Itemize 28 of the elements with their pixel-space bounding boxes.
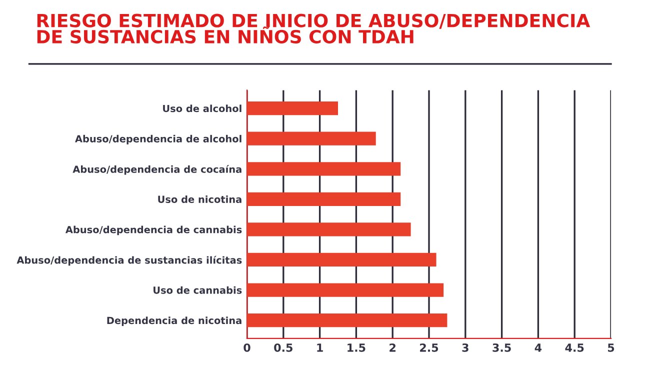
y-tick-label: Abuso/dependencia de cannabis	[65, 226, 242, 236]
x-tick-label: 1.5	[348, 344, 366, 352]
x-tick-label: 3	[462, 343, 468, 352]
y-tick-label: Uso de alcohol	[163, 104, 242, 112]
x-tick-label: 1	[317, 344, 323, 352]
chart-title: RIESGO ESTIMADO DE INICIO DE ABUSO/DEPENDENCIA DE SUSTANCIAS EN NIÑOS CON TDAH	[37, 14, 590, 44]
x-tick-label: 3.5	[492, 343, 511, 352]
bar	[247, 252, 436, 267]
x-tick-label: 0.5	[274, 343, 292, 352]
x-tick-label: 5	[608, 344, 614, 352]
y-tick-label: Uso de nicotina	[158, 195, 242, 204]
bar	[247, 162, 401, 176]
bar	[247, 192, 401, 206]
x-tick-label: 2.5	[420, 343, 438, 352]
bar	[247, 132, 376, 146]
y-tick-label: Uso de cannabis	[154, 286, 242, 294]
bar	[247, 283, 444, 297]
x-tick-label: 4	[534, 344, 542, 352]
y-tick-label: Abuso/dependencia de cocaína	[72, 165, 242, 175]
y-tick-label: Abuso/dependencia de sustancias ilícitas	[16, 256, 242, 266]
x-tick-label: 2	[390, 343, 396, 352]
x-tick-label: 4.5	[565, 344, 584, 352]
y-tick-label: Dependencia de nicotina	[107, 316, 242, 326]
bar	[247, 313, 448, 328]
bar	[247, 222, 411, 236]
y-tick-label: Abuso/dependencia de alcohol	[75, 134, 242, 144]
bar	[247, 102, 338, 116]
x-tick-label: 0	[244, 343, 250, 352]
